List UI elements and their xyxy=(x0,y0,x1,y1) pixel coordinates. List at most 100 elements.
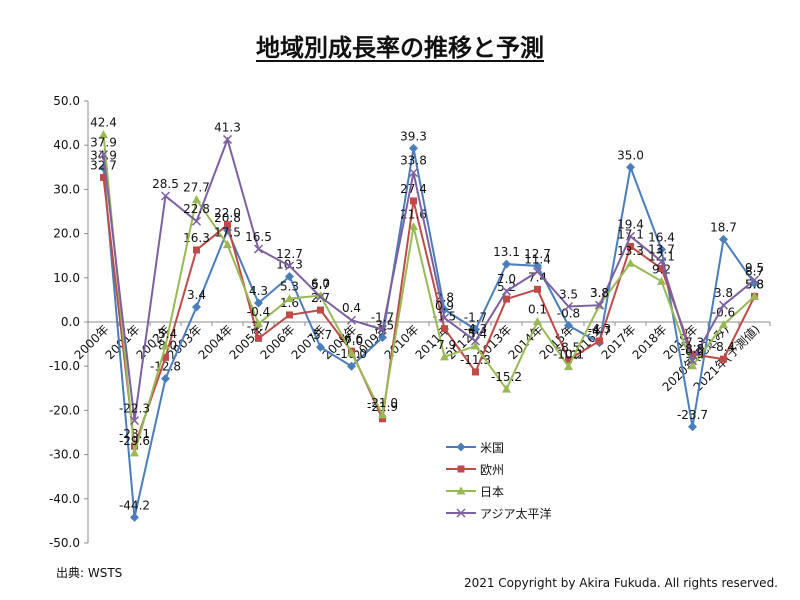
data-label: 35.0 xyxy=(617,148,644,162)
data-point xyxy=(502,384,511,393)
data-label: -8.4 xyxy=(712,340,735,354)
data-point xyxy=(718,300,729,310)
data-point xyxy=(379,415,386,423)
data-point xyxy=(626,258,635,267)
data-label: 11.4 xyxy=(524,253,551,267)
data-point xyxy=(532,267,543,277)
data-label: 3.5 xyxy=(559,288,578,302)
data-point xyxy=(316,342,325,352)
data-point xyxy=(285,271,294,281)
data-label: -22.3 xyxy=(119,402,150,416)
data-point xyxy=(316,290,325,299)
data-label: -5.4 xyxy=(154,327,177,341)
y-tick-label: 40.0 xyxy=(53,138,80,152)
data-label: 0.1 xyxy=(528,303,547,317)
data-point xyxy=(99,130,108,139)
data-label: 10.3 xyxy=(276,257,303,271)
data-point xyxy=(749,275,760,285)
data-label: -44.2 xyxy=(119,498,150,512)
data-label: 33.8 xyxy=(400,154,427,168)
data-point xyxy=(533,317,542,326)
data-point xyxy=(596,337,603,345)
data-label: 9.2 xyxy=(652,262,671,276)
data-point xyxy=(471,341,480,350)
y-tick-label: -20.0 xyxy=(49,403,80,417)
series-line-3 xyxy=(102,136,756,421)
data-point xyxy=(100,173,107,181)
data-point xyxy=(161,341,170,350)
data-label: -0.8 xyxy=(557,307,580,321)
data-point xyxy=(534,285,541,293)
data-point xyxy=(565,356,572,364)
data-label: 16.4 xyxy=(648,231,675,245)
data-point xyxy=(658,265,665,273)
data-point xyxy=(160,191,171,201)
data-point xyxy=(129,416,140,426)
data-label: -8.8 xyxy=(681,342,704,356)
data-label: 32.7 xyxy=(90,158,117,172)
data-point xyxy=(192,195,201,204)
data-point xyxy=(626,162,635,172)
data-label: -7.9 xyxy=(433,338,456,352)
data-label: 1.6 xyxy=(280,296,299,310)
data-label: -0.4 xyxy=(247,305,270,319)
data-label: 12.7 xyxy=(524,247,551,261)
y-tick-label: 30.0 xyxy=(53,182,80,196)
data-point xyxy=(191,216,202,226)
data-label: 4.3 xyxy=(249,284,268,298)
data-point xyxy=(501,286,512,296)
y-tick-label: 20.0 xyxy=(53,227,80,241)
data-point xyxy=(657,276,666,285)
legend-item: 日本 xyxy=(446,480,552,502)
data-point xyxy=(285,294,294,303)
data-point xyxy=(317,306,324,314)
data-point xyxy=(627,242,634,250)
data-point xyxy=(193,246,200,254)
data-label: 20.8 xyxy=(214,211,241,225)
data-label: -10.1 xyxy=(553,348,584,362)
data-label: 5.8 xyxy=(745,277,764,291)
series-line-0 xyxy=(102,148,756,518)
series-line-1 xyxy=(102,177,756,447)
data-point xyxy=(594,300,605,310)
data-point xyxy=(409,222,418,231)
data-point xyxy=(409,143,418,153)
data-label: -4.3 xyxy=(588,322,611,336)
data-point xyxy=(687,356,698,366)
y-tick-label: -30.0 xyxy=(49,448,80,462)
legend-item: アジア太平洋 xyxy=(446,502,552,524)
y-tick-label: -50.0 xyxy=(49,536,80,550)
y-tick-label: 0.0 xyxy=(61,315,80,329)
data-point xyxy=(563,301,574,312)
y-tick-label: 10.0 xyxy=(53,271,80,285)
data-point xyxy=(378,332,387,342)
data-point xyxy=(98,149,109,160)
data-point xyxy=(502,259,511,269)
data-label: 12.1 xyxy=(648,250,675,264)
data-label: -29.6 xyxy=(119,434,150,448)
data-point xyxy=(284,261,295,271)
data-point xyxy=(161,374,170,384)
data-point xyxy=(222,134,233,144)
data-label: -0.6 xyxy=(712,306,735,320)
data-point xyxy=(688,361,697,370)
data-point xyxy=(255,334,262,342)
legend-swatch xyxy=(446,465,476,473)
data-label: 13.3 xyxy=(617,244,644,258)
data-point xyxy=(689,350,696,358)
data-point xyxy=(533,261,542,271)
data-point xyxy=(656,256,667,266)
data-label: -8.5 xyxy=(557,341,580,355)
data-label: 27.4 xyxy=(400,182,427,196)
data-label: 37.9 xyxy=(90,135,117,149)
legend-item: 欧州 xyxy=(446,458,552,480)
data-point xyxy=(439,313,450,323)
legend-label: 米国 xyxy=(480,440,505,455)
legend-label: 欧州 xyxy=(480,462,505,477)
data-label: 13.7 xyxy=(648,242,675,256)
data-point xyxy=(162,353,169,361)
data-label: 13.1 xyxy=(493,245,520,259)
data-label: 5.3 xyxy=(280,280,299,294)
data-point xyxy=(378,410,387,419)
data-point xyxy=(223,240,232,249)
